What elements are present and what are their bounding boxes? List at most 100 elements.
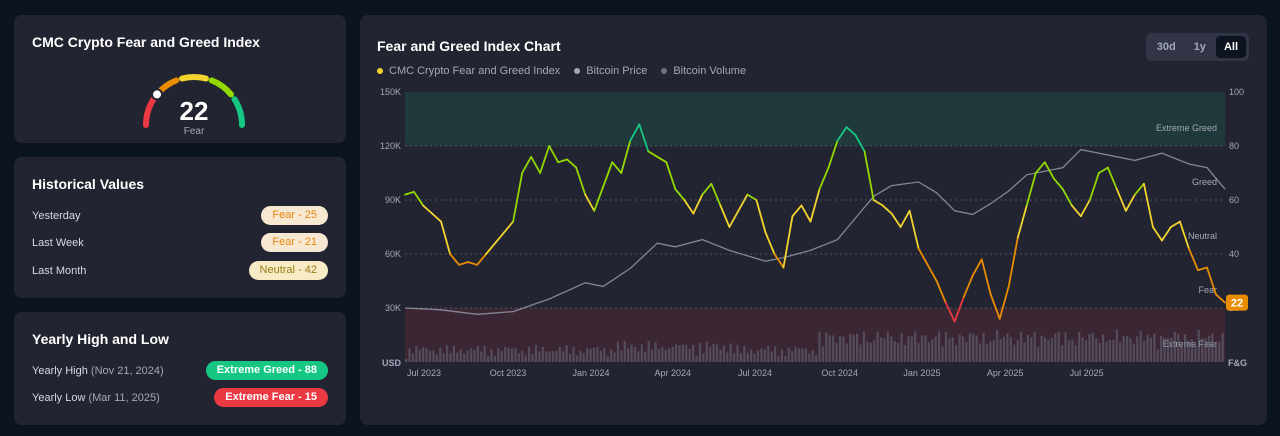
fear-greed-segment [647, 150, 659, 158]
volume-bar [545, 351, 548, 362]
legend-item-volume[interactable]: Bitcoin Volume [661, 65, 746, 77]
gauge-indicator [151, 88, 164, 101]
volume-bar [1006, 333, 1009, 362]
fear-greed-segment [845, 126, 857, 137]
volume-bar [794, 346, 797, 362]
volume-bar [907, 336, 910, 362]
volume-bar [1040, 335, 1043, 362]
left-axis-tick: 60K [385, 249, 401, 259]
history-value-last-month: Neutral - 42 [248, 261, 328, 280]
yearly-high-text: Yearly High [32, 365, 88, 377]
historical-title: Historical Values [32, 176, 145, 192]
legend-item-price[interactable]: Bitcoin Price [574, 65, 647, 77]
volume-bar [1061, 345, 1064, 362]
left-axis-tick: 30K [385, 303, 401, 313]
volume-bar [582, 353, 585, 362]
left-axis-unit: USD [382, 358, 402, 368]
legend-label-index: CMC Crypto Fear and Greed Index [389, 65, 561, 77]
volume-bar [603, 348, 606, 362]
fear-greed-segment [935, 280, 947, 304]
yearly-low-date: (Mar 11, 2025) [88, 392, 160, 404]
volume-bar [767, 345, 770, 362]
volume-bar [1033, 332, 1036, 362]
volume-bar [739, 353, 743, 362]
volume-bar [1081, 337, 1084, 362]
volume-bar [719, 349, 722, 362]
volume-bar [633, 347, 637, 362]
x-axis-tick: Jan 2025 [903, 368, 940, 378]
volume-bar [979, 343, 982, 362]
range-button-30d[interactable]: 30d [1156, 41, 1176, 53]
legend-item-index[interactable]: CMC Crypto Fear and Greed Index [377, 65, 560, 77]
volume-bar [627, 348, 630, 362]
history-label-yesterday: Yesterday [32, 210, 81, 222]
yearly-high-low-card: Yearly High and Low Yearly High (Nov 21,… [14, 312, 346, 425]
right-axis-tick: 40 [1229, 249, 1239, 259]
fear-greed-segment [1079, 199, 1091, 218]
volume-bar [712, 343, 715, 362]
gauge-segment-extreme-greed [231, 96, 245, 128]
volume-bar [726, 352, 729, 362]
range-button-all[interactable]: All [1215, 36, 1246, 58]
volume-bar [729, 343, 732, 362]
volume-bar [797, 348, 801, 362]
fear-greed-segment [926, 263, 938, 282]
fear-greed-segment [1124, 193, 1136, 212]
volume-bar [428, 350, 432, 362]
volume-bar [1211, 333, 1214, 362]
volume-bar [1221, 333, 1224, 362]
fear-greed-segment [1097, 166, 1109, 174]
fear-greed-segment [1161, 226, 1172, 242]
volume-bar [743, 345, 746, 362]
fear-greed-segment [773, 253, 785, 269]
fear-greed-segment [827, 139, 839, 169]
volume-bar [548, 351, 551, 362]
volume-bar [1064, 332, 1067, 362]
volume-bar [927, 342, 930, 362]
fear-greed-segment [413, 190, 424, 207]
volume-bar [534, 345, 538, 362]
volume-bar [828, 335, 831, 362]
volume-bar [1132, 344, 1135, 362]
volume-bar [1057, 332, 1060, 362]
history-label-last-week: Last Week [32, 237, 84, 249]
fear-greed-segment [440, 220, 451, 255]
fear-greed-segment [953, 296, 965, 323]
volume-bar [575, 355, 579, 362]
fear-greed-segment [719, 204, 731, 228]
volume-bar [1136, 336, 1139, 362]
volume-bar [722, 345, 725, 362]
volume-bar [466, 350, 469, 362]
fear-greed-chart[interactable]: Extreme Greed Greed Neutral Fear Extreme Fea… [360, 15, 1267, 425]
volume-bar [777, 356, 780, 362]
volume-bar [572, 346, 575, 362]
range-button-1y[interactable]: 1y [1193, 41, 1206, 53]
volume-bar [685, 345, 688, 362]
right-axis-tick: 80 [1229, 141, 1239, 151]
volume-bar [869, 342, 872, 362]
volume-bar [620, 350, 623, 362]
volume-bar [661, 347, 664, 362]
volume-bar [565, 345, 568, 362]
volume-bar [883, 338, 886, 362]
volume-bar [613, 352, 616, 362]
volume-bar [914, 331, 917, 362]
volume-bar [1204, 338, 1207, 362]
volume-bar [849, 333, 852, 362]
zone-label: Neutral [1188, 231, 1217, 241]
gauge-segment-neutral [179, 74, 209, 82]
fear-greed-segment [1215, 293, 1226, 304]
volume-bar [480, 351, 483, 362]
volume-bar [1143, 341, 1146, 362]
volume-bar [452, 345, 456, 362]
fear-greed-segment [611, 161, 623, 174]
volume-bar [606, 356, 609, 362]
legend-dot-price [574, 68, 581, 74]
volume-bar [1149, 337, 1153, 362]
legend-label-price: Bitcoin Price [586, 65, 648, 77]
volume-bar [654, 342, 657, 362]
volume-bar [664, 349, 667, 362]
fear-greed-segment [701, 182, 713, 196]
volume-bar [1074, 345, 1077, 362]
volume-bar [408, 348, 411, 362]
